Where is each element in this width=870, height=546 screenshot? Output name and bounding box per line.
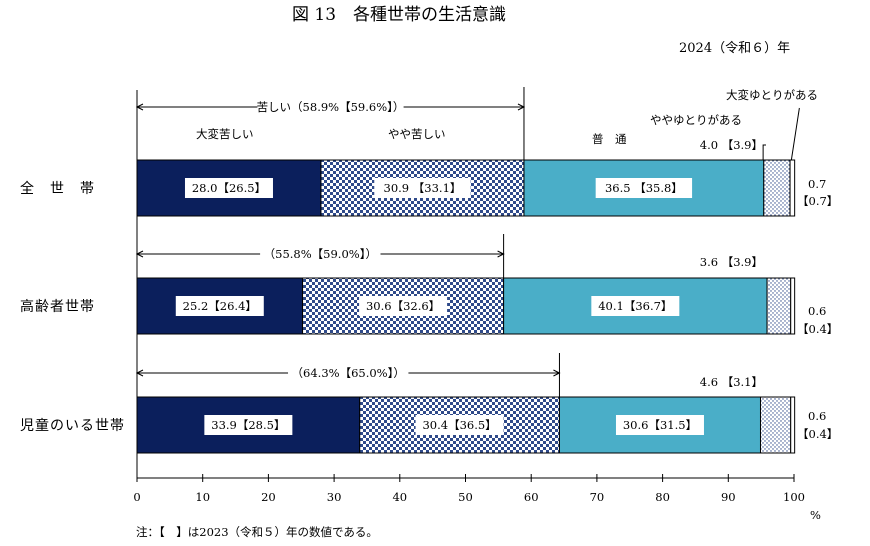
row-2-segment-normal-label-bg	[591, 296, 680, 316]
row-1-segment-normal-label-bg	[595, 178, 693, 198]
row-2-hard-bracket-caption-bg	[260, 245, 381, 262]
row-1-segment-normal-label: 36.5 【35.8】	[605, 181, 683, 195]
row-3-hard-bracket-caption-bg	[288, 364, 409, 381]
row-3-segment-somewhat-easy	[759, 396, 792, 454]
legend-somewhat-hard-label: やや苦しい	[388, 127, 446, 141]
row-1-segment-somewhat-hard-label: 30.9 【33.1】	[384, 181, 462, 195]
row-2-somewhat-easy-label: 3.6 【3.9】	[700, 255, 763, 269]
legend-very-hard-label: 大変苦しい	[196, 127, 254, 141]
row-3-very-easy-prev-label: 【0.4】	[797, 427, 838, 441]
legend-very-easy-label: 大変ゆとりがある	[726, 88, 818, 102]
row-3-segment-very-hard-label-bg	[204, 415, 293, 435]
row-2-very-easy-prev-label: 【0.4】	[797, 322, 838, 336]
legend-normal-label: 普 通	[592, 132, 627, 146]
row-1-hard-bracket-caption: 苦しい（58.9%【59.6%】）	[257, 100, 405, 114]
row-2-segment-very-hard-label-bg	[175, 296, 264, 316]
x-axis: 0 10 20 30 40 50 60 70 80 90 100	[133, 474, 805, 504]
row-1-category-label: 全 世 帯	[20, 180, 95, 197]
x-tick-label-10: 10	[195, 490, 210, 504]
note-text: 注：【 】は2023（令和５）年の数値である。	[136, 525, 378, 539]
row-1-very-easy-label: 0.7	[808, 177, 826, 191]
row-3-somewhat-easy-label: 4.6 【3.1】	[700, 375, 763, 389]
row-1-segment-somewhat-hard-label-bg	[374, 178, 471, 198]
year-label: 2024（令和６）年	[679, 41, 790, 56]
row-2-category-label: 高齢者世帯	[20, 298, 95, 315]
row-2-segment-somewhat-hard-label: 30.6【32.6】	[366, 299, 440, 313]
row-3-segment-very-easy	[790, 396, 796, 454]
row-3-segment-very-hard-label: 33.9【28.5】	[211, 418, 285, 432]
x-tick-label-80: 80	[655, 490, 670, 504]
bars-layer: 全 世 帯 苦しい（58.9%【59.6%】） 28.0【26.5】 30.9 【33…	[20, 87, 838, 481]
x-tick-label-100: 100	[783, 490, 805, 504]
row-3-category-label: 児童のいる世帯	[20, 417, 125, 434]
row-3-segment-normal-label: 30.6【31.5】	[623, 418, 697, 432]
somewhat-easy-leader-line	[762, 144, 766, 160]
x-axis-unit: %	[810, 508, 821, 522]
row-3-segment-somewhat-hard-label: 30.4【36.5】	[422, 418, 496, 432]
x-tick-label-20: 20	[261, 490, 276, 504]
x-tick-label-50: 50	[458, 490, 473, 504]
x-tick-label-0: 0	[133, 490, 140, 504]
row-1-segment-very-hard-label-bg	[184, 178, 273, 198]
row-2-segment-somewhat-hard-label-bg	[359, 296, 448, 316]
row-1-segment-very-hard-label: 28.0【26.5】	[192, 181, 266, 195]
very-easy-leader-line	[790, 107, 800, 161]
row-1-somewhat-easy-label: 4.0 【3.9】	[700, 138, 763, 152]
x-tick-label-40: 40	[392, 490, 407, 504]
x-tick-label-90: 90	[721, 490, 736, 504]
row-3-very-easy-label: 0.6	[808, 409, 826, 423]
row-1-hard-bracket-caption-bg	[257, 98, 404, 115]
row-2-segment-very-easy	[790, 277, 796, 335]
row-3-segment-somewhat-hard-label-bg	[415, 415, 504, 435]
row-2-very-easy-label: 0.6	[808, 304, 826, 318]
row-1-very-easy-prev-label: 【0.7】	[797, 194, 838, 208]
chart-title: 図 13 各種世帯の生活意識	[292, 5, 506, 25]
row-1-segment-very-easy	[789, 159, 796, 217]
x-tick-label-30: 30	[327, 490, 342, 504]
row-3-hard-bracket-caption: （64.3%【65.0%】）	[292, 366, 405, 380]
row-2-segment-very-hard-label: 25.2【26.4】	[183, 299, 257, 313]
row-3-segment-normal-label-bg	[615, 415, 704, 435]
row-2-segment-somewhat-easy	[766, 277, 792, 335]
legend-somewhat-easy-label: ややゆとりがある	[650, 113, 742, 127]
row-2-hard-bracket-caption: （55.8%【59.0%】）	[264, 247, 377, 261]
x-tick-label-70: 70	[590, 490, 605, 504]
row-2-segment-normal-label: 40.1【36.7】	[598, 299, 672, 313]
x-tick-label-60: 60	[524, 490, 539, 504]
row-1-segment-somewhat-easy	[763, 159, 791, 217]
